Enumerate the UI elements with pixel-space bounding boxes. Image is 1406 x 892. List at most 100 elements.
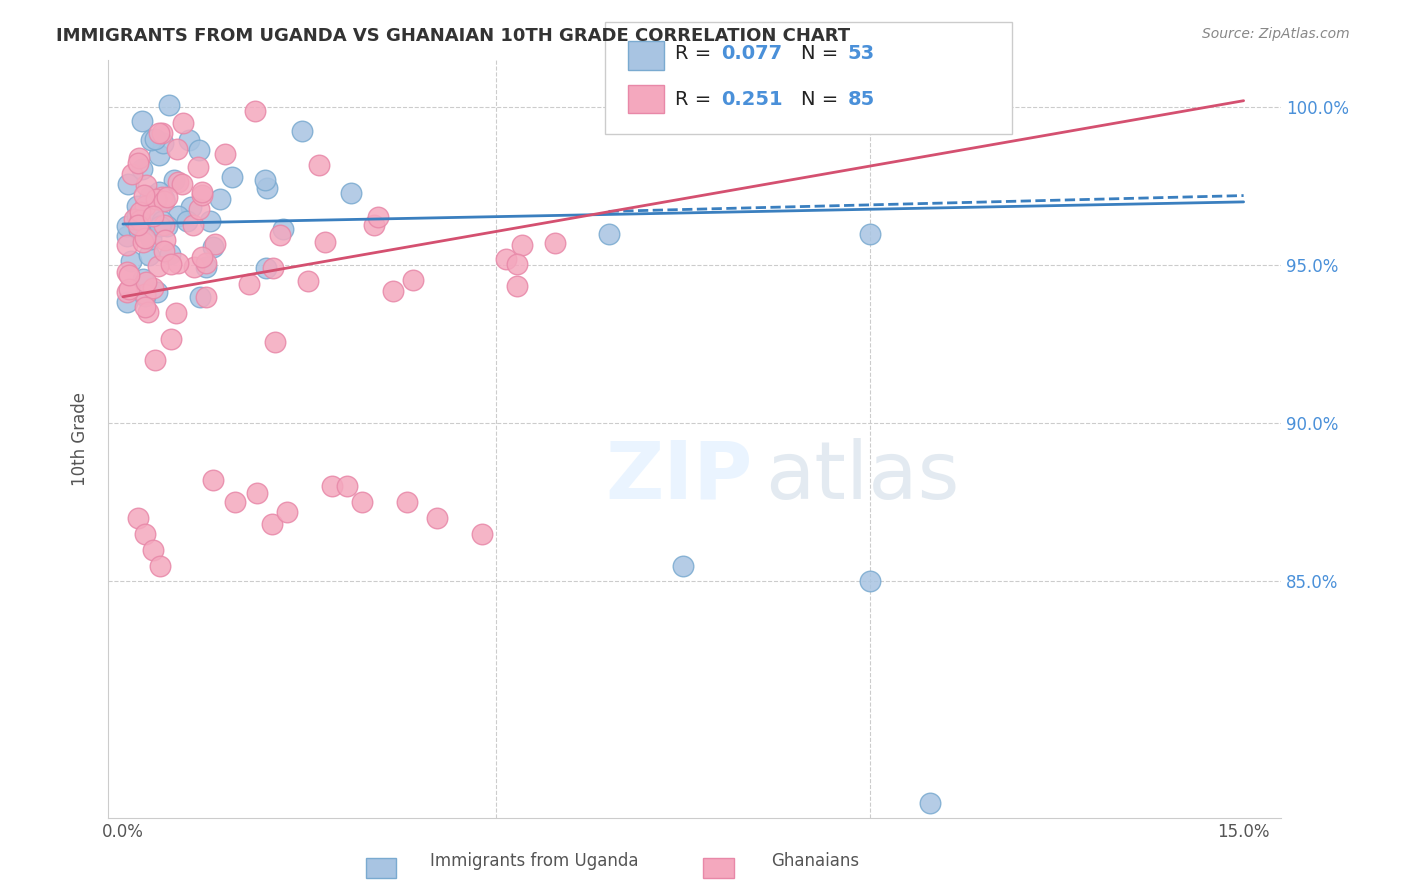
Point [598, 227, 620, 241]
Text: R =: R = [675, 44, 717, 63]
Point [291, 124, 314, 138]
Point [132, 187, 155, 202]
Point [155, 233, 177, 247]
Text: 53: 53 [848, 44, 875, 63]
Point [187, 202, 209, 216]
Point [187, 143, 209, 157]
Point [150, 190, 173, 204]
Point [134, 289, 156, 303]
Point [859, 227, 882, 241]
Point [166, 142, 188, 156]
Point [859, 574, 882, 589]
Point [256, 180, 278, 194]
Point [246, 485, 269, 500]
Point [363, 219, 385, 233]
Point [121, 167, 143, 181]
Point [118, 268, 141, 282]
Text: 0.077: 0.077 [721, 44, 782, 63]
Point [177, 133, 200, 147]
Point [134, 527, 156, 541]
Point [382, 284, 405, 298]
Point [150, 126, 173, 140]
Point [214, 147, 236, 161]
Point [495, 252, 517, 267]
Point [544, 235, 567, 250]
Point [145, 192, 167, 206]
Point [209, 193, 232, 207]
Point [149, 219, 172, 233]
Text: N =: N = [801, 44, 845, 63]
Point [253, 172, 276, 186]
Point [163, 173, 186, 187]
Text: 0.251: 0.251 [721, 89, 783, 109]
Point [146, 285, 169, 300]
Point [139, 188, 162, 202]
Point [157, 97, 180, 112]
Point [127, 218, 149, 232]
Point [143, 132, 166, 146]
Point [308, 158, 330, 172]
Text: Source: ZipAtlas.com: Source: ZipAtlas.com [1202, 27, 1350, 41]
Point [121, 254, 143, 268]
Point [149, 218, 172, 232]
Point [202, 240, 225, 254]
Point [350, 495, 373, 509]
Point [245, 103, 267, 118]
Point [128, 151, 150, 165]
Point [180, 200, 202, 214]
Point [188, 290, 211, 304]
Point [134, 300, 156, 314]
Point [165, 306, 187, 320]
Point [115, 265, 138, 279]
Point [135, 178, 157, 193]
Point [183, 218, 205, 232]
Point [152, 194, 174, 209]
Point [340, 186, 363, 201]
Point [141, 211, 163, 225]
Point [167, 175, 190, 189]
Point [131, 161, 153, 176]
Point [132, 235, 155, 250]
Point [132, 272, 155, 286]
Point [115, 237, 138, 252]
Point [190, 186, 212, 200]
Point [150, 214, 173, 228]
Point [148, 126, 170, 140]
Point [143, 353, 166, 368]
Point [136, 304, 159, 318]
Point [395, 495, 418, 509]
Point [200, 213, 222, 227]
Point [125, 199, 148, 213]
Point [127, 209, 149, 223]
Point [156, 190, 179, 204]
Point [142, 542, 165, 557]
Point [201, 473, 224, 487]
Text: N =: N = [801, 89, 845, 109]
Point [129, 205, 152, 219]
Point [118, 282, 141, 296]
Point [115, 219, 138, 233]
Text: Immigrants from Uganda: Immigrants from Uganda [430, 852, 638, 870]
Point [153, 192, 176, 206]
Text: Ghanaians: Ghanaians [772, 852, 859, 870]
Point [148, 185, 170, 199]
Point [160, 333, 183, 347]
Point [142, 281, 165, 295]
Point [135, 275, 157, 289]
Point [187, 160, 209, 174]
Point [131, 113, 153, 128]
Point [172, 177, 194, 191]
Point [194, 256, 217, 270]
Point [127, 511, 149, 525]
Text: R =: R = [675, 89, 717, 109]
Point [148, 148, 170, 162]
Point [918, 796, 941, 810]
Point [221, 169, 243, 184]
Text: atlas: atlas [765, 438, 959, 516]
Point [176, 213, 198, 227]
Point [672, 558, 695, 573]
Point [142, 209, 165, 223]
Point [224, 495, 246, 509]
Point [166, 256, 188, 270]
Point [115, 285, 138, 299]
